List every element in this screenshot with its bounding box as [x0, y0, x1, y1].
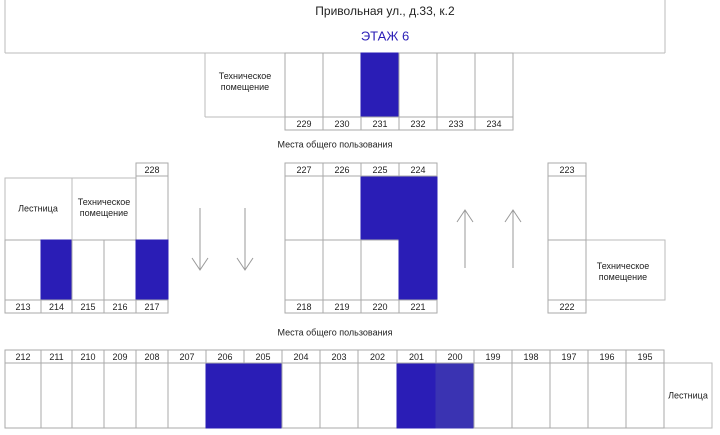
- room-number: 229: [296, 119, 311, 129]
- room-number: 203: [331, 352, 346, 362]
- room: [398, 175, 438, 241]
- room: [40, 239, 73, 301]
- room-number: 207: [179, 352, 194, 362]
- room-number: 209: [112, 352, 127, 362]
- floor-title: ЭТАЖ 6: [361, 28, 409, 43]
- room-number: 197: [561, 352, 576, 362]
- room-number: 222: [559, 302, 574, 312]
- room-number: 234: [486, 119, 501, 129]
- room-number: 204: [293, 352, 308, 362]
- room-number: 226: [334, 165, 349, 175]
- room: [474, 52, 514, 118]
- room-number: 211: [49, 352, 63, 362]
- room: [284, 52, 324, 118]
- room-number: 227: [296, 165, 311, 175]
- room-number: 224: [410, 165, 425, 175]
- room: [40, 362, 73, 429]
- technical-room-label: Техническое помещение: [596, 261, 650, 282]
- room: [549, 362, 589, 429]
- room-number: 215: [80, 302, 95, 312]
- room: [360, 52, 400, 118]
- room: [398, 239, 438, 301]
- room-number: 202: [370, 352, 385, 362]
- room-number-cell: [398, 162, 438, 177]
- room-number: 210: [80, 352, 95, 362]
- room: [135, 362, 169, 429]
- room-number: 216: [112, 302, 127, 312]
- room: [547, 175, 587, 241]
- room-number: 201: [409, 352, 424, 362]
- room-number: 223: [559, 165, 574, 175]
- room-number: 231: [372, 119, 387, 129]
- technical-room-label: Техническое помещение: [77, 197, 131, 218]
- room-number: 206: [217, 352, 232, 362]
- room: [398, 52, 438, 118]
- room: [360, 175, 400, 241]
- room: [284, 239, 324, 301]
- room-number: 217: [144, 302, 159, 312]
- room: [396, 362, 437, 429]
- room: [167, 362, 207, 429]
- stairs-label: Лестница: [18, 203, 58, 213]
- room-number-cell: [547, 299, 587, 314]
- room: [587, 362, 627, 429]
- room: [319, 362, 359, 429]
- common-area-label: Места общего пользования: [278, 327, 393, 337]
- room: [103, 362, 137, 429]
- room-number: 232: [410, 119, 425, 129]
- room: [284, 175, 324, 241]
- technical-room-label: Техническое помещение: [218, 71, 272, 92]
- room: [71, 362, 105, 429]
- room: [205, 362, 245, 429]
- room: [322, 239, 362, 301]
- stairs-label: Лестница: [668, 390, 708, 400]
- room-number: 219: [334, 302, 349, 312]
- room-number: 230: [334, 119, 349, 129]
- room: [71, 239, 105, 301]
- room-number: 225: [372, 165, 387, 175]
- room-number-cell: [547, 162, 587, 177]
- room-number-cell: [474, 116, 514, 131]
- room-number-cell: [625, 349, 665, 364]
- room-number: 228: [144, 165, 159, 175]
- room-number: 198: [523, 352, 538, 362]
- room: [281, 362, 321, 429]
- room: [473, 362, 513, 429]
- room: [625, 362, 665, 429]
- room-number: 220: [372, 302, 387, 312]
- room: [322, 52, 362, 118]
- room: [436, 52, 476, 118]
- room: [4, 362, 42, 429]
- room-number-cell: [135, 162, 169, 177]
- common-area-label: Места общего пользования: [278, 139, 393, 149]
- room-number: 233: [448, 119, 463, 129]
- room-number-cell: [398, 299, 438, 314]
- room-number: 213: [15, 302, 30, 312]
- room: [547, 239, 587, 301]
- room: [360, 239, 400, 301]
- address: Привольная ул., д.33, к.2: [315, 4, 455, 18]
- room: [357, 362, 398, 429]
- room-number-cell: [135, 299, 169, 314]
- room: [135, 175, 169, 241]
- room: [511, 362, 551, 429]
- room-number: 208: [144, 352, 159, 362]
- room: [135, 239, 169, 301]
- room-number: 218: [296, 302, 311, 312]
- room-number: 212: [15, 352, 30, 362]
- room-number: 221: [410, 302, 425, 312]
- room: [4, 239, 42, 301]
- room-number: 214: [49, 302, 64, 312]
- room: [243, 362, 283, 429]
- room-number: 199: [485, 352, 500, 362]
- room-number: 205: [255, 352, 270, 362]
- room: [322, 175, 362, 241]
- room-number: 200: [447, 352, 462, 362]
- room: [103, 239, 137, 301]
- room-number: 195: [637, 352, 652, 362]
- room-number: 196: [599, 352, 614, 362]
- room: [435, 362, 475, 429]
